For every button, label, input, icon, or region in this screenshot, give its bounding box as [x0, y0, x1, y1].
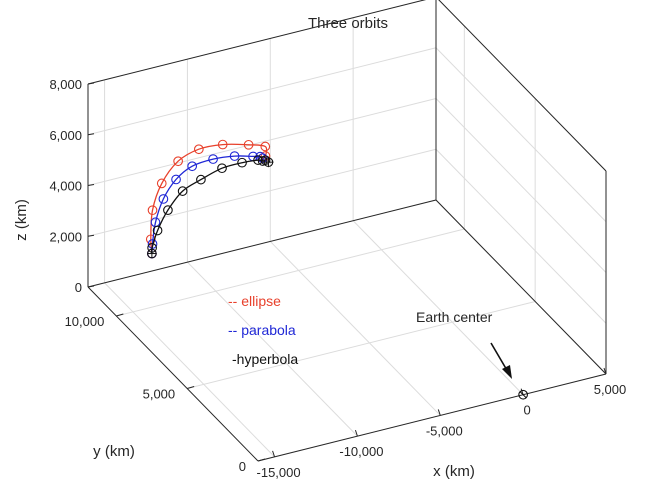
y-tick [257, 458, 266, 462]
z-axis-label: z (km) [13, 199, 30, 241]
grid-line-floor-x [269, 241, 441, 416]
series-marker-parabola [208, 154, 218, 164]
z-tick-label: 2,000 [49, 229, 82, 244]
series-line-parabola [151, 155, 264, 254]
grid-line-back-z [87, 148, 437, 237]
z-tick-label: 0 [75, 280, 82, 295]
series-marker-hyperbola [152, 225, 163, 236]
series-line-hyperbola [150, 159, 266, 254]
x-tick [603, 367, 607, 375]
x-tick-label: -5,000 [426, 423, 463, 438]
x-tick-label: -15,000 [257, 465, 301, 480]
earth-center-arrow [490, 342, 509, 373]
series-marker-ellipse [173, 156, 183, 167]
series-marker-parabola [171, 174, 181, 185]
z-tick [87, 285, 95, 288]
axes-box-edge [87, 0, 427, 85]
series-marker-hyperbola [163, 205, 173, 215]
x-tick [354, 429, 358, 437]
series-marker-ellipse [193, 144, 204, 155]
grid-line-side-z [435, 148, 607, 324]
axes-box-edge [438, 0, 607, 172]
series-marker-parabola [229, 151, 240, 161]
axes-box-edge [257, 373, 607, 462]
series-marker-hyperbola [177, 186, 188, 196]
y-tick-label: 0 [239, 459, 246, 474]
series-line-ellipse [150, 143, 268, 254]
series-marker-hyperbola [196, 174, 206, 185]
z-tick [87, 184, 95, 186]
grid-line-back-z [87, 47, 437, 136]
x-tick-label: 5,000 [594, 382, 627, 397]
series-marker-hyperbola [260, 155, 271, 166]
y-tick [187, 386, 195, 389]
legend: -- ellipse -- parabola -hyperbola [228, 293, 298, 367]
grid-line-floor-x [352, 220, 524, 396]
legend-entry-ellipse: -- ellipse [228, 293, 281, 309]
grid-line-back-z [87, 98, 437, 186]
z-tick-label: 4,000 [49, 179, 82, 194]
y-tick [116, 313, 124, 317]
legend-entry-parabola: -- parabola [228, 322, 296, 338]
z-tick [87, 82, 95, 85]
y-axis-label: y (km) [93, 443, 135, 460]
series-marker-hyperbola [237, 157, 247, 168]
series-marker-ellipse [260, 141, 271, 152]
grid-line-floor-x [187, 261, 358, 437]
z-tick-label: 6,000 [49, 128, 82, 143]
series-layer [145, 139, 271, 259]
z-tick [87, 234, 95, 237]
z-tick-label: 8,000 [49, 77, 82, 92]
x-tick [272, 450, 276, 458]
series-marker-ellipse [147, 205, 158, 216]
series-marker-hyperbola [217, 163, 227, 174]
grid-line-floor-y [187, 301, 536, 389]
legend-entry-hyperbola: -hyperbola [232, 351, 298, 367]
y-tick-label: 5,000 [143, 387, 176, 402]
series-marker-ellipse [156, 178, 167, 189]
y-tick-label: 10,000 [65, 314, 105, 329]
z-tick [87, 133, 95, 136]
earth-center-arrowhead [502, 365, 512, 379]
grid-line-floor-y [116, 228, 465, 317]
annotation-layer [147, 157, 528, 400]
series-marker-parabola [158, 194, 169, 204]
earth-center-label: Earth center [416, 309, 493, 325]
grid-line-side-z [435, 98, 607, 273]
chart-title: Three orbits [308, 15, 388, 32]
x-tick-label: -10,000 [339, 444, 383, 459]
x-tick-label: 0 [524, 403, 531, 418]
axes-box-edge [435, 199, 607, 375]
axes-ticks: 0 2,000 4,000 6,000 8,000 -15,000 -10,000 -5,00… [49, 77, 626, 480]
x-axis-label: x (km) [433, 463, 475, 480]
earth-center-marker [519, 391, 527, 399]
series-marker-ellipse [217, 139, 228, 150]
series-marker-hyperbola [253, 155, 263, 165]
series-marker-parabola [187, 161, 198, 172]
series-marker-ellipse [243, 139, 254, 150]
grid-line-side-z [435, 47, 607, 223]
axes-box-edge [87, 199, 437, 288]
earth-center-marker [518, 389, 528, 400]
axes-box-edge [87, 286, 259, 462]
x-tick [437, 409, 441, 416]
series-marker-hyperbola [147, 248, 157, 259]
